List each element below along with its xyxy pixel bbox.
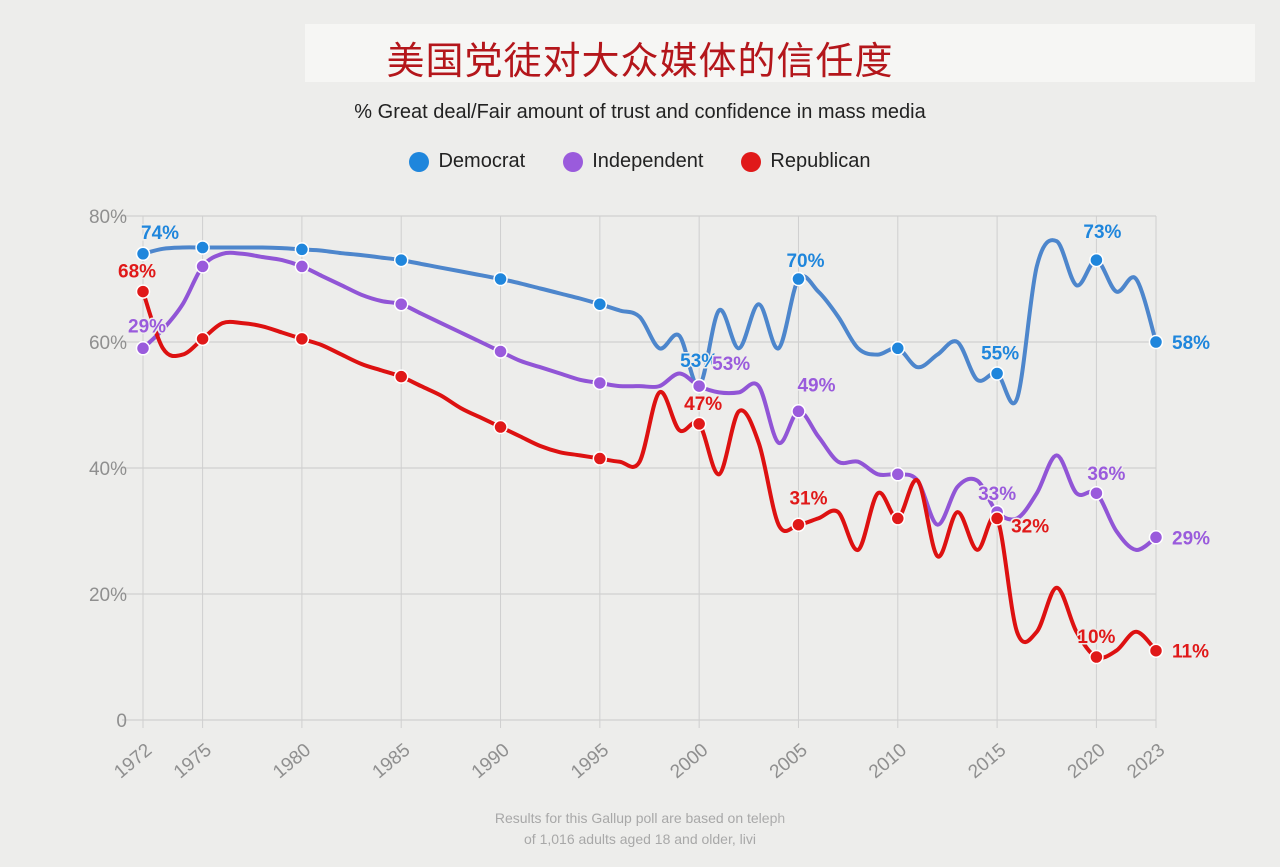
data-label-independent: 36% [1087, 464, 1125, 485]
footnote-fade [760, 800, 1260, 850]
x-tick-label: 2020 [1064, 740, 1110, 783]
data-label-independent: 29% [128, 316, 166, 337]
x-tick-label: 2015 [964, 740, 1010, 783]
data-label-republican: 31% [789, 489, 827, 510]
data-point-independent [393, 296, 409, 312]
legend-label-independent: Independent [592, 150, 704, 172]
data-point-independent [195, 259, 210, 274]
data-label-republican: 11% [1172, 642, 1209, 663]
footnote-line-2: of 1,016 adults aged 18 and older, livi [524, 831, 756, 847]
data-point-republican [592, 451, 608, 466]
data-point-republican [393, 369, 409, 384]
data-point-republican [1089, 649, 1104, 665]
legend-item-independent[interactable]: Independent [563, 150, 703, 173]
data-point-independent [1089, 485, 1104, 501]
data-point-independent [791, 404, 806, 419]
data-point-independent [592, 375, 608, 391]
x-tick-label: 1985 [369, 740, 415, 783]
x-tick-label: 1980 [269, 740, 315, 783]
data-label-democrat: 58% [1172, 333, 1210, 354]
data-label-independent: 49% [797, 375, 835, 396]
title-background [305, 24, 1255, 82]
data-point-republican [493, 419, 508, 435]
chart-subtitle: % Great deal/Fair amount of trust and co… [354, 101, 926, 123]
data-label-democrat: 74% [141, 223, 179, 244]
x-tick-label: 1972 [110, 740, 156, 783]
x-tick-label: 2023 [1123, 740, 1169, 783]
data-label-democrat: 73% [1083, 222, 1121, 243]
data-point-democrat [890, 341, 906, 356]
data-label-democrat: 70% [786, 251, 824, 272]
data-point-republican [890, 511, 906, 526]
data-point-independent [1148, 530, 1164, 545]
x-tick-label: 1990 [468, 740, 514, 783]
data-point-democrat [592, 296, 608, 312]
y-tick-label: 80% [89, 207, 127, 228]
data-point-republican [195, 331, 210, 347]
data-point-democrat [493, 271, 508, 287]
footnote: Results for this Gallup poll are based o… [360, 808, 920, 850]
y-tick-label: 20% [89, 585, 127, 606]
data-point-republican [1148, 643, 1164, 658]
data-point-republican [791, 517, 806, 532]
chart-title: 美国党徒对大众媒体的信任度 [386, 39, 894, 83]
data-point-independent [294, 259, 310, 274]
data-point-republican [294, 331, 310, 347]
data-point-independent [493, 344, 508, 359]
data-label-republican: 10% [1077, 627, 1115, 648]
series-line-independent [141, 250, 1158, 552]
data-point-democrat [195, 240, 210, 255]
data-label-independent: 53% [712, 354, 750, 375]
data-label-democrat: 55% [981, 344, 1019, 365]
data-point-democrat [393, 252, 409, 268]
legend-item-republican[interactable]: Republican [741, 150, 871, 173]
legend-label-democrat: Democrat [438, 150, 526, 172]
data-point-independent [691, 378, 707, 394]
data-point-democrat [791, 271, 806, 287]
data-label-republican: 47% [684, 394, 722, 415]
y-tick-label: 60% [89, 333, 127, 354]
x-tick-label: 1975 [170, 740, 216, 783]
data-point-republican [989, 511, 1005, 526]
circle-icon [563, 151, 584, 172]
y-tick-label: 0 [116, 711, 127, 732]
footnote-line-1: Results for this Gallup poll are based o… [494, 810, 786, 826]
x-tick-label: 1995 [567, 740, 613, 783]
data-point-democrat [135, 246, 151, 262]
y-tick-label: 40% [89, 459, 127, 480]
data-label-republican: 68% [118, 262, 156, 283]
data-point-republican [135, 284, 151, 299]
data-point-independent [135, 341, 151, 356]
data-label-democrat: 53% [680, 351, 718, 372]
legend-label-republican: Republican [770, 150, 871, 172]
x-tick-label: 2005 [766, 740, 812, 783]
data-point-republican [691, 416, 707, 432]
circle-icon [409, 151, 430, 172]
x-tick-label: 2010 [865, 740, 911, 783]
x-tick-label: 2000 [666, 740, 712, 783]
data-label-independent: 33% [978, 484, 1016, 505]
data-label-independent: 29% [1172, 528, 1210, 549]
circle-icon [741, 151, 762, 172]
legend-item-democrat[interactable]: Democrat [409, 150, 525, 173]
legend: Democrat Independent Republican [0, 150, 1280, 173]
data-point-democrat [1148, 334, 1164, 350]
data-point-independent [890, 467, 906, 482]
data-label-republican: 32% [1011, 516, 1049, 537]
data-point-democrat [989, 366, 1005, 381]
data-point-democrat [294, 242, 310, 257]
data-point-democrat [1089, 252, 1104, 268]
